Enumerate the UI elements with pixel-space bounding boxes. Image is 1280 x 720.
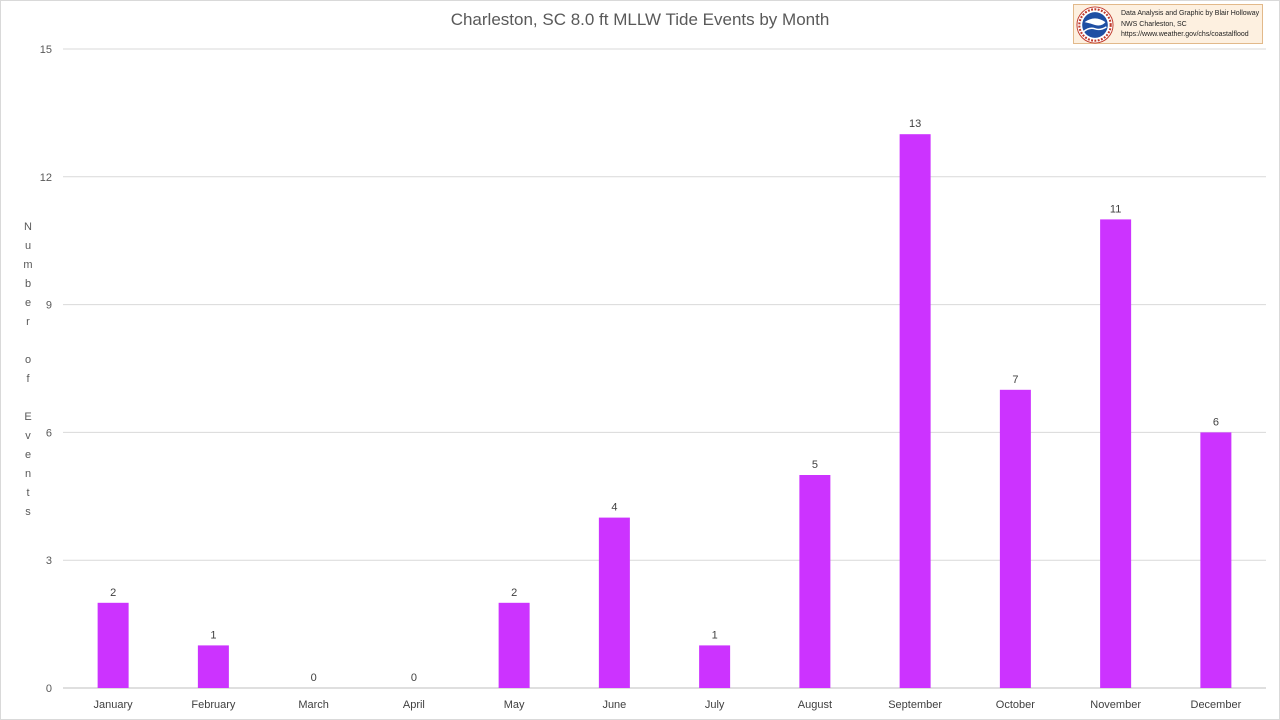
x-tick-label: July — [705, 699, 725, 711]
credit-text: Data Analysis and Graphic by Blair Hollo… — [1121, 9, 1259, 41]
x-tick-label: September — [888, 699, 942, 711]
data-label: 11 — [1110, 203, 1121, 215]
data-label: 4 — [611, 502, 617, 514]
bar — [699, 645, 731, 688]
credit-line-author: Data Analysis and Graphic by Blair Hollo… — [1121, 10, 1260, 17]
bar — [197, 645, 229, 688]
data-label: 0 — [311, 672, 317, 684]
x-tick-label: April — [403, 699, 425, 711]
y-tick-label: 15 — [40, 44, 52, 56]
data-label: 6 — [1213, 416, 1219, 428]
x-tick-label: March — [298, 699, 329, 711]
x-tick-label: October — [996, 699, 1035, 711]
y-tick-label: 9 — [46, 300, 52, 312]
y-tick-label: 6 — [46, 427, 52, 439]
credit-line-url: https://www.weather.gov/chs/coastalflood — [1121, 31, 1249, 38]
data-label: 2 — [110, 587, 116, 599]
bar — [799, 475, 831, 688]
credit-box: Data Analysis and Graphic by Blair Hollo… — [1073, 4, 1263, 44]
chart-title: Charleston, SC 8.0 ft MLLW Tide Events b… — [450, 10, 830, 29]
data-label: 1 — [712, 629, 718, 641]
data-label: 0 — [411, 672, 417, 684]
bar — [498, 602, 530, 688]
x-tick-label: November — [1090, 699, 1141, 711]
data-label: 1 — [210, 629, 216, 641]
bar — [899, 134, 931, 688]
x-tick-label: December — [1191, 699, 1242, 711]
bar — [97, 602, 129, 688]
bar — [1200, 432, 1232, 688]
x-tick-label: June — [602, 699, 626, 711]
data-label: 5 — [812, 459, 818, 471]
data-label: 7 — [1012, 374, 1018, 386]
bar — [999, 389, 1031, 688]
data-label: 13 — [909, 118, 921, 130]
y-tick-label: 0 — [46, 683, 52, 695]
x-tick-label: August — [798, 699, 832, 711]
bar — [1100, 219, 1132, 688]
x-tick-label: January — [94, 699, 134, 711]
credit-line-office: NWS Charleston, SC — [1121, 20, 1187, 28]
y-tick-label: 12 — [40, 172, 52, 184]
x-tick-label: February — [191, 699, 236, 711]
nws-logo-icon — [1076, 6, 1114, 44]
data-label: 2 — [511, 587, 517, 599]
bar — [598, 517, 630, 688]
y-tick-label: 3 — [46, 555, 52, 567]
x-tick-label: May — [504, 699, 525, 711]
